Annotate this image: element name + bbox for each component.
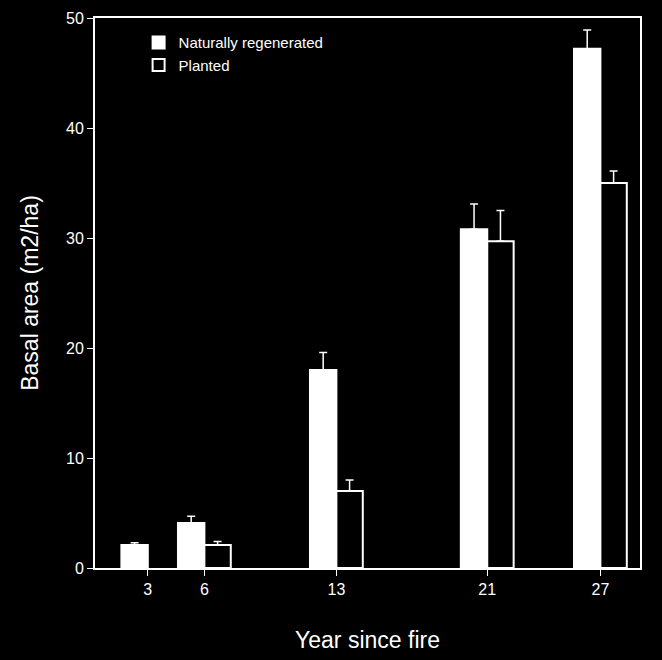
svg-text:Naturally regenerated: Naturally regenerated: [179, 34, 323, 51]
svg-text:3: 3: [143, 581, 152, 598]
svg-text:27: 27: [592, 581, 610, 598]
svg-text:Planted: Planted: [179, 57, 230, 74]
svg-text:6: 6: [200, 581, 209, 598]
svg-text:40: 40: [66, 120, 84, 137]
svg-text:10: 10: [66, 450, 84, 467]
svg-text:21: 21: [478, 581, 496, 598]
svg-text:Basal area (m2/ha): Basal area (m2/ha): [17, 195, 43, 391]
svg-text:13: 13: [327, 581, 345, 598]
svg-text:30: 30: [66, 230, 84, 247]
svg-text:50: 50: [66, 10, 84, 27]
svg-text:0: 0: [75, 560, 84, 577]
svg-text:Year since fire: Year since fire: [295, 627, 440, 653]
svg-text:20: 20: [66, 340, 84, 357]
